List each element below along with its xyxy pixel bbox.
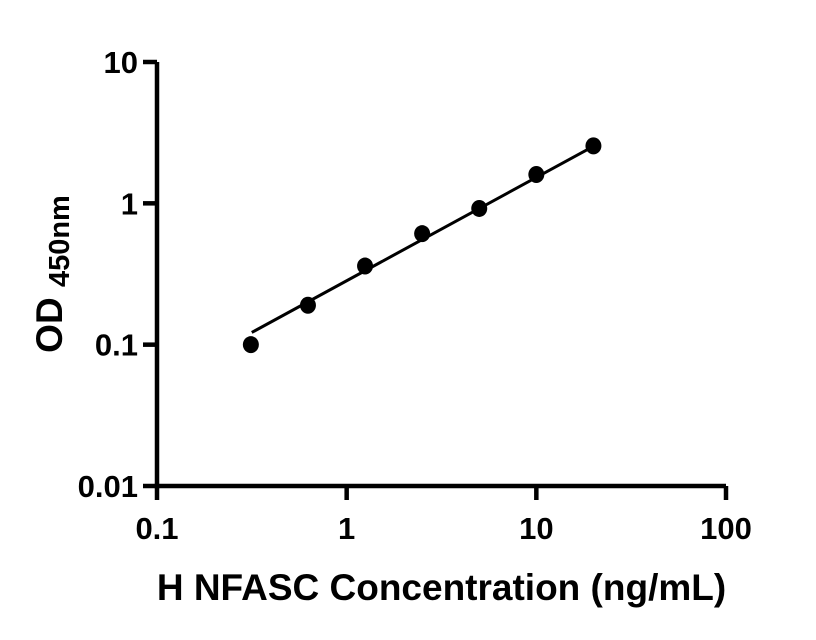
data-point-marker <box>585 137 602 155</box>
data-point-marker <box>528 165 545 183</box>
data-point-marker <box>357 257 374 275</box>
y-tick-label: 1 <box>121 186 138 221</box>
x-axis-title: H NFASC Concentration (ng/mL) <box>157 567 726 608</box>
x-axis: 0.1 1 10 100 <box>135 483 752 546</box>
data-point-marker <box>414 225 431 243</box>
y-tick-label: 0.01 <box>78 469 138 504</box>
x-tick-label: 0.1 <box>135 511 178 546</box>
y-tick-label: 0.1 <box>95 328 138 363</box>
x-tick-label: 100 <box>700 511 752 546</box>
data-point-marker <box>299 296 316 314</box>
data-point-marker <box>471 199 488 217</box>
y-axis-title-subscript: 450nm <box>44 195 76 287</box>
y-axis: 10 1 0.1 0.01 <box>78 45 160 504</box>
data-point-marker <box>242 336 259 354</box>
x-tick-label: 10 <box>519 511 553 546</box>
y-axis-title: OD 450nm <box>29 195 76 353</box>
y-axis-title-main: OD <box>29 297 70 353</box>
y-tick-label: 10 <box>104 45 138 80</box>
data-series <box>242 137 602 354</box>
x-tick-label: 1 <box>338 511 355 546</box>
